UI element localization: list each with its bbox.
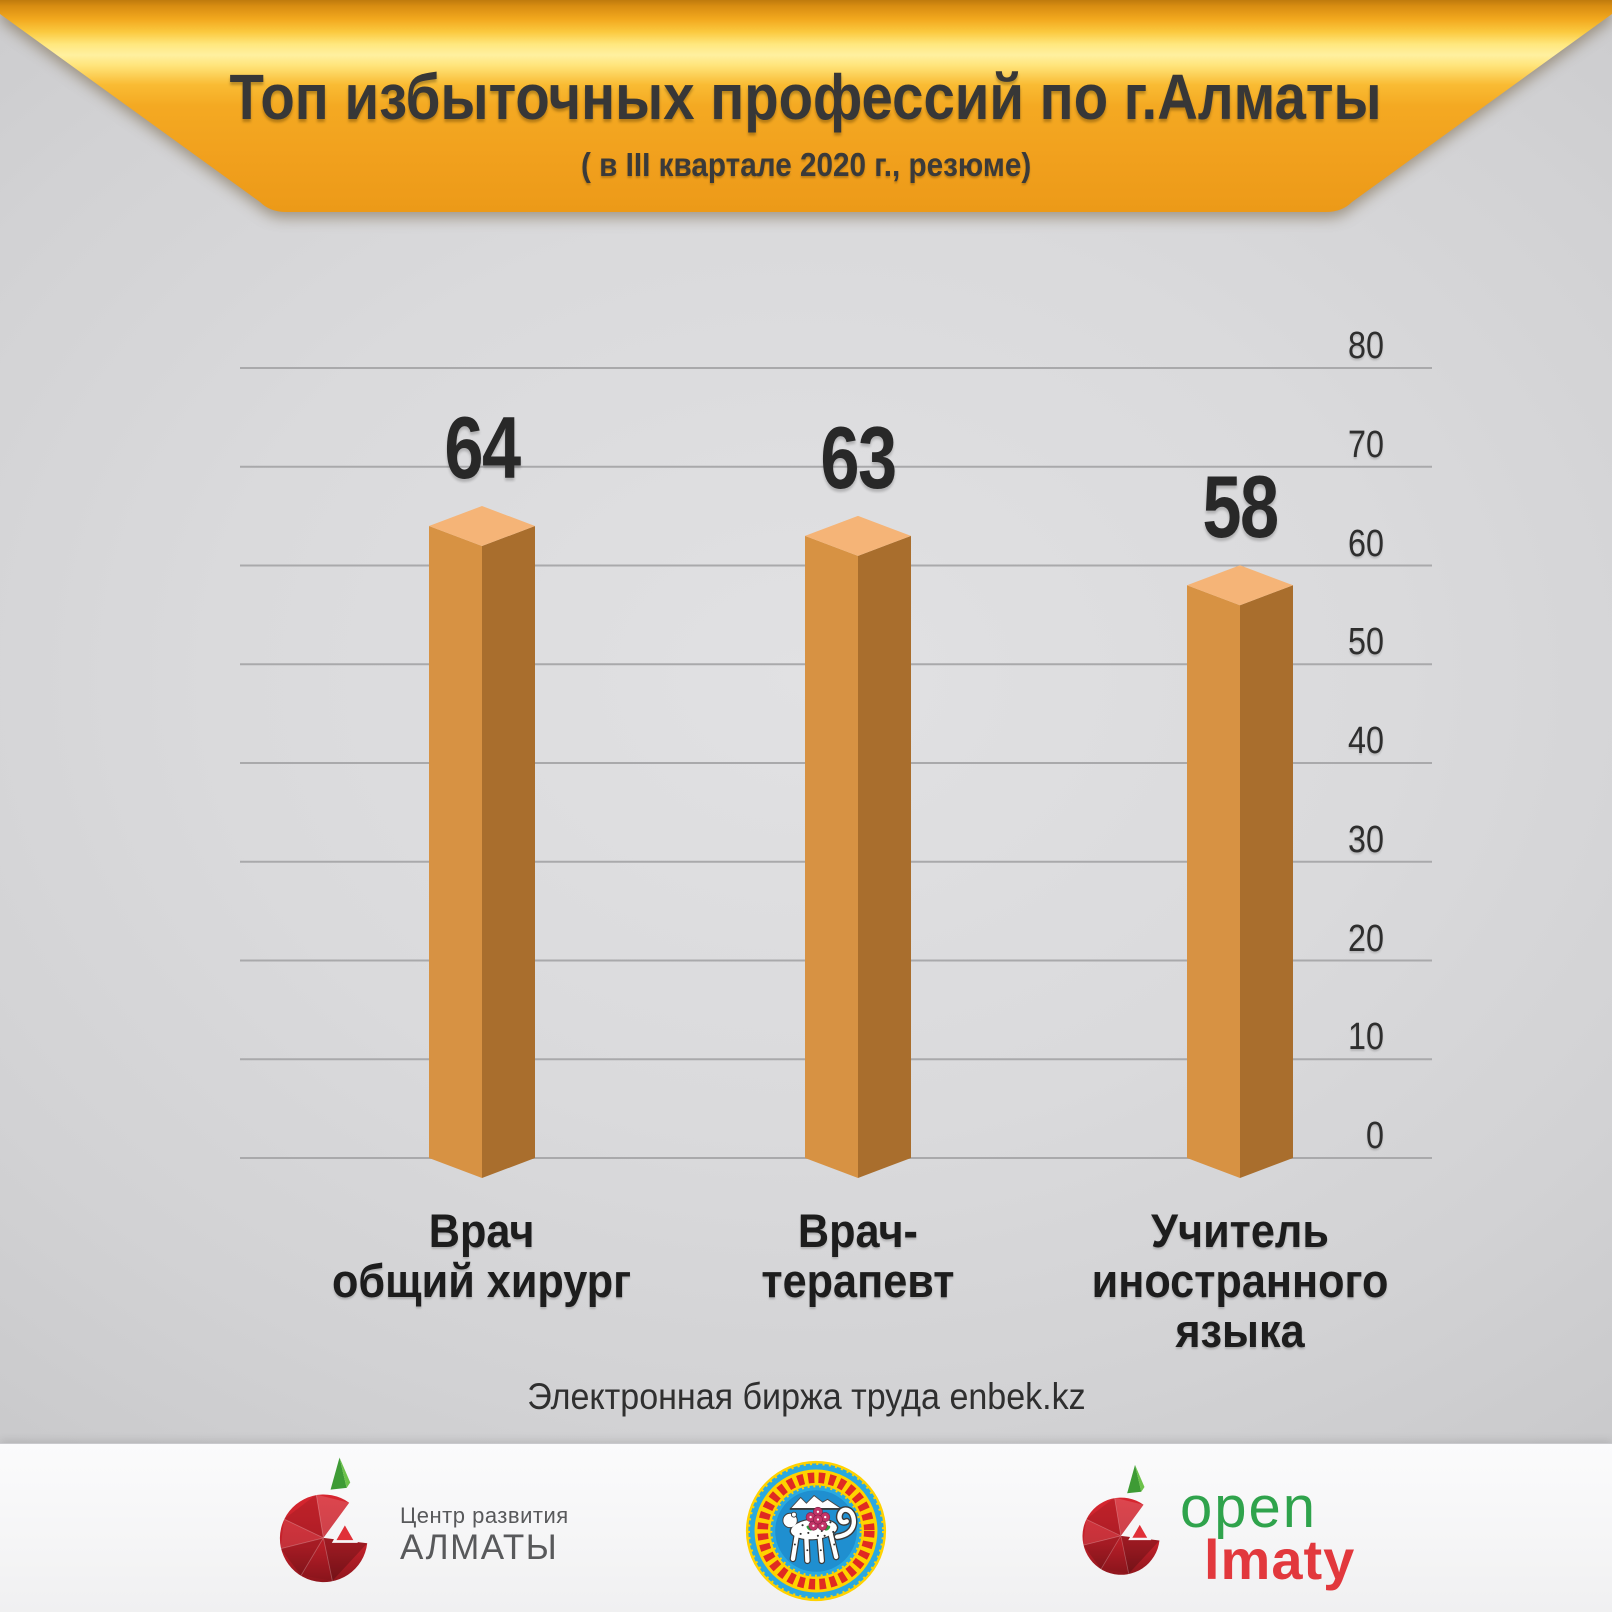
title-banner [0, 0, 1612, 212]
y-tick-label-30: 30 [1348, 818, 1384, 861]
bar-1-top-face [805, 515, 911, 556]
y-tick-label-70: 70 [1348, 423, 1384, 466]
leopard-spots [793, 1521, 836, 1552]
dev-center-line1: Центр развития [400, 1503, 569, 1528]
bar-0-right-face [482, 526, 535, 1178]
bar-value-label-1: 63 [708, 407, 1008, 507]
open-almaty-line1: open [1180, 1475, 1318, 1540]
category-label-0: Врач общий хирург [247, 1206, 717, 1306]
bar-value-label-2: 58 [1090, 461, 1390, 553]
bar-2-right-face [1240, 585, 1293, 1178]
category-text-1: Врач-терапевт [761, 1204, 955, 1307]
y-tick-label-40: 40 [1348, 720, 1384, 762]
y-tick-label-50: 50 [1348, 621, 1384, 664]
apple-leaf-icon [1127, 1464, 1142, 1494]
page-subtitle-text: ( в III квартале 2020 г., резюме) [580, 146, 1032, 183]
page-title-text: Топ избыточных профессий по г.Алматы [229, 61, 1383, 133]
category-text-0: Врач общий хирург [332, 1204, 632, 1307]
category-label-1: Врач-терапевт [623, 1206, 1093, 1306]
page-title: Топ избыточных профессий по г.Алматы [0, 60, 1612, 134]
bar-value-text-2: 58 [1202, 457, 1279, 557]
dev-center-line2: АЛМАТЫ [400, 1528, 559, 1567]
bar-1-right-face [858, 535, 911, 1178]
bar-0-top-face [429, 506, 535, 546]
bar-2-top-face [1187, 565, 1293, 606]
almaty-city-emblem-icon [745, 1460, 887, 1602]
dev-center-apple-icon [279, 1457, 368, 1583]
y-tick-label-10: 10 [1348, 1016, 1384, 1059]
open-almaty-line2: lmaty [1204, 1528, 1356, 1591]
apple-notch-triangle [1128, 1520, 1152, 1541]
bar-2-left-face [1187, 585, 1240, 1178]
apple-blossom-rosette [805, 1506, 831, 1531]
y-tick-label-0: 0 [1366, 1115, 1384, 1157]
y-tick-label-60: 60 [1348, 522, 1384, 565]
footer-bar: Центр развития АЛМАТЫ [0, 1443, 1612, 1612]
y-tick-label-80: 80 [1348, 325, 1384, 367]
y-tick-label-20: 20 [1348, 917, 1384, 960]
bar-value-text-0: 64 [444, 398, 521, 497]
open-almaty-apple-icon [1082, 1464, 1160, 1575]
source-caption: Электронная биржа труда enbek.kz [0, 1376, 1612, 1418]
page-subtitle: ( в III квартале 2020 г., резюме) [0, 146, 1612, 184]
apple-leaf-icon [330, 1457, 347, 1490]
bar-1-left-face [805, 535, 858, 1178]
apple-notch-triangle [331, 1520, 358, 1543]
bar-0-left-face [429, 526, 482, 1178]
source-caption-text: Электронная биржа труда enbek.kz [526, 1376, 1086, 1417]
category-label-2: Учитель иностранного языка [1005, 1206, 1475, 1356]
dev-center-wordmark: Центр развития АЛМАТЫ [400, 1503, 569, 1567]
bar-value-text-1: 63 [820, 407, 897, 507]
bar-value-label-0: 64 [332, 402, 632, 494]
category-text-2: Учитель иностранного языка [1091, 1204, 1389, 1357]
banner-ribbon-shape [0, 0, 1612, 212]
